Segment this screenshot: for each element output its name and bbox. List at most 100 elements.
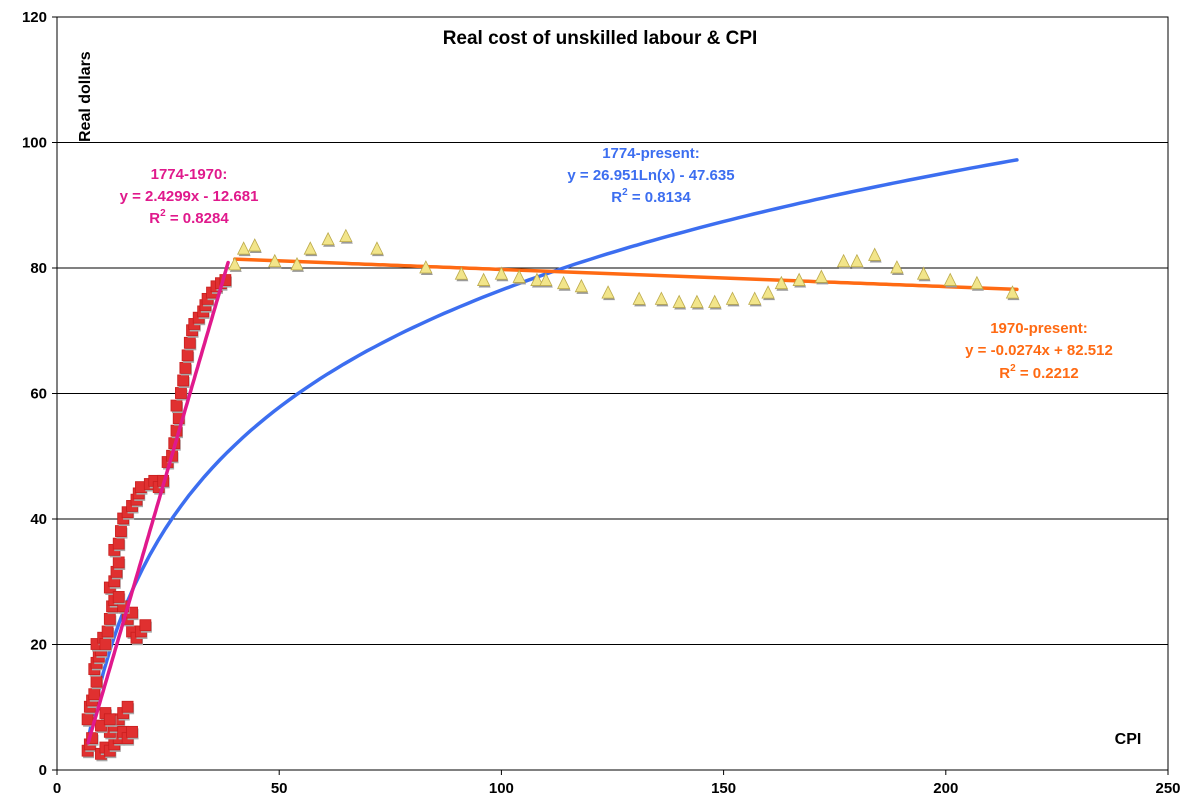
data-point: [139, 619, 152, 632]
data-point: [228, 256, 242, 271]
y-tick-label: 60: [30, 386, 47, 403]
x-axis-ticks: 0 50 100 150 200 250: [53, 770, 1181, 797]
data-point: [103, 613, 116, 625]
data-point: [179, 361, 192, 374]
r2-superscript: 2: [622, 187, 628, 198]
data-point: [530, 272, 544, 286]
data-point: [850, 253, 864, 268]
annotation-1970-present-r2: R2 = 0.2212: [999, 363, 1078, 382]
data-point: [476, 272, 491, 286]
y-tick-label: 120: [22, 9, 47, 26]
data-point: [1005, 285, 1020, 299]
r2-superscript: 2: [160, 208, 166, 219]
data-point: [112, 591, 125, 603]
data-point: [175, 387, 187, 399]
data-point: [321, 231, 335, 246]
data-point: [512, 269, 526, 283]
annotation-1774-present-r2: R2 = 0.8134: [611, 187, 691, 206]
x-tick-label: 200: [933, 780, 958, 797]
y-tick-label: 0: [39, 762, 47, 779]
x-tick-label: 100: [489, 780, 514, 797]
data-point: [748, 291, 762, 305]
data-point: [339, 228, 353, 243]
y-axis-ticks: 0 20 40 60 80 100 120: [22, 9, 57, 779]
data-point: [836, 253, 851, 268]
data-point: [99, 638, 112, 650]
y-axis-label: Real dollars: [77, 51, 94, 142]
x-tick-label: 250: [1155, 780, 1180, 797]
trendline-1774-1970: [86, 260, 230, 745]
data-point: [814, 269, 829, 283]
data-point: [115, 525, 127, 537]
data-point: [916, 266, 931, 280]
data-point: [419, 260, 433, 274]
data-point: [248, 238, 262, 252]
data-point: [101, 625, 114, 638]
annotation-1970-present: 1970-present: y = -0.0274x + 82.512 R2 =…: [965, 320, 1113, 382]
annotation-1774-present-equation: y = 26.951Ln(x) - 47.635: [567, 167, 734, 184]
data-point: [112, 556, 125, 569]
y-tick-label: 20: [30, 637, 47, 654]
annotation-1970-present-equation: y = -0.0274x + 82.512: [965, 342, 1113, 359]
x-tick-label: 50: [271, 780, 288, 797]
data-point: [303, 241, 317, 255]
r2-prefix: R: [611, 189, 622, 206]
data-point: [454, 266, 469, 280]
data-point: [601, 285, 615, 299]
data-point: [792, 272, 806, 286]
gridlines: [57, 142, 1168, 645]
chart-title: Real cost of unskilled labour & CPI: [443, 28, 758, 49]
trendlines-front-group: [86, 260, 230, 745]
data-point: [774, 275, 789, 290]
r2-value: = 0.8134: [628, 189, 692, 206]
data-point: [868, 247, 882, 261]
data-point: [181, 349, 194, 362]
data-point: [574, 278, 589, 293]
data-point: [268, 253, 282, 268]
r2-superscript: 2: [1010, 363, 1016, 374]
data-point: [708, 294, 722, 308]
y-tick-label: 100: [22, 135, 47, 152]
data-point: [494, 266, 509, 280]
data-point: [970, 275, 984, 290]
data-point: [725, 291, 740, 305]
r2-prefix: R: [149, 210, 160, 227]
y-tick-label: 40: [30, 511, 47, 528]
annotation-1774-present: 1774-present: y = 26.951Ln(x) - 47.635 R…: [567, 145, 734, 206]
annotation-1774-1970: 1774-1970: y = 2.4299x - 12.681 R2 = 0.8…: [120, 166, 259, 227]
data-point: [370, 241, 384, 255]
r2-value: = 0.8284: [166, 210, 230, 227]
data-point: [88, 688, 101, 701]
data-point: [237, 241, 251, 255]
data-point: [103, 713, 116, 726]
data-point: [672, 294, 686, 308]
x-axis-label: CPI: [1115, 731, 1142, 748]
data-point: [183, 336, 196, 349]
data-point: [654, 291, 669, 305]
data-point: [290, 256, 304, 271]
data-point: [632, 291, 646, 305]
data-point: [81, 713, 94, 726]
annotation-1970-present-label: 1970-present:: [990, 320, 1088, 337]
r2-prefix: R: [999, 365, 1010, 382]
data-point: [126, 725, 138, 738]
data-point: [556, 275, 571, 290]
data-point: [690, 294, 704, 308]
r2-value: = 0.2212: [1016, 365, 1079, 382]
annotation-1774-present-label: 1774-present:: [602, 145, 700, 162]
data-point: [112, 537, 125, 550]
data-point: [121, 700, 134, 713]
annotation-1774-1970-equation: y = 2.4299x - 12.681: [120, 188, 259, 205]
annotation-1774-1970-label: 1774-1970:: [151, 166, 228, 183]
data-point: [90, 675, 103, 688]
x-tick-label: 0: [53, 780, 61, 797]
data-point: [943, 272, 957, 286]
data-point: [761, 285, 775, 299]
data-point: [890, 260, 904, 274]
x-tick-label: 150: [711, 780, 736, 797]
trendlines-group: [86, 158, 1019, 742]
y-tick-label: 80: [30, 260, 47, 277]
data-point: [177, 374, 190, 387]
